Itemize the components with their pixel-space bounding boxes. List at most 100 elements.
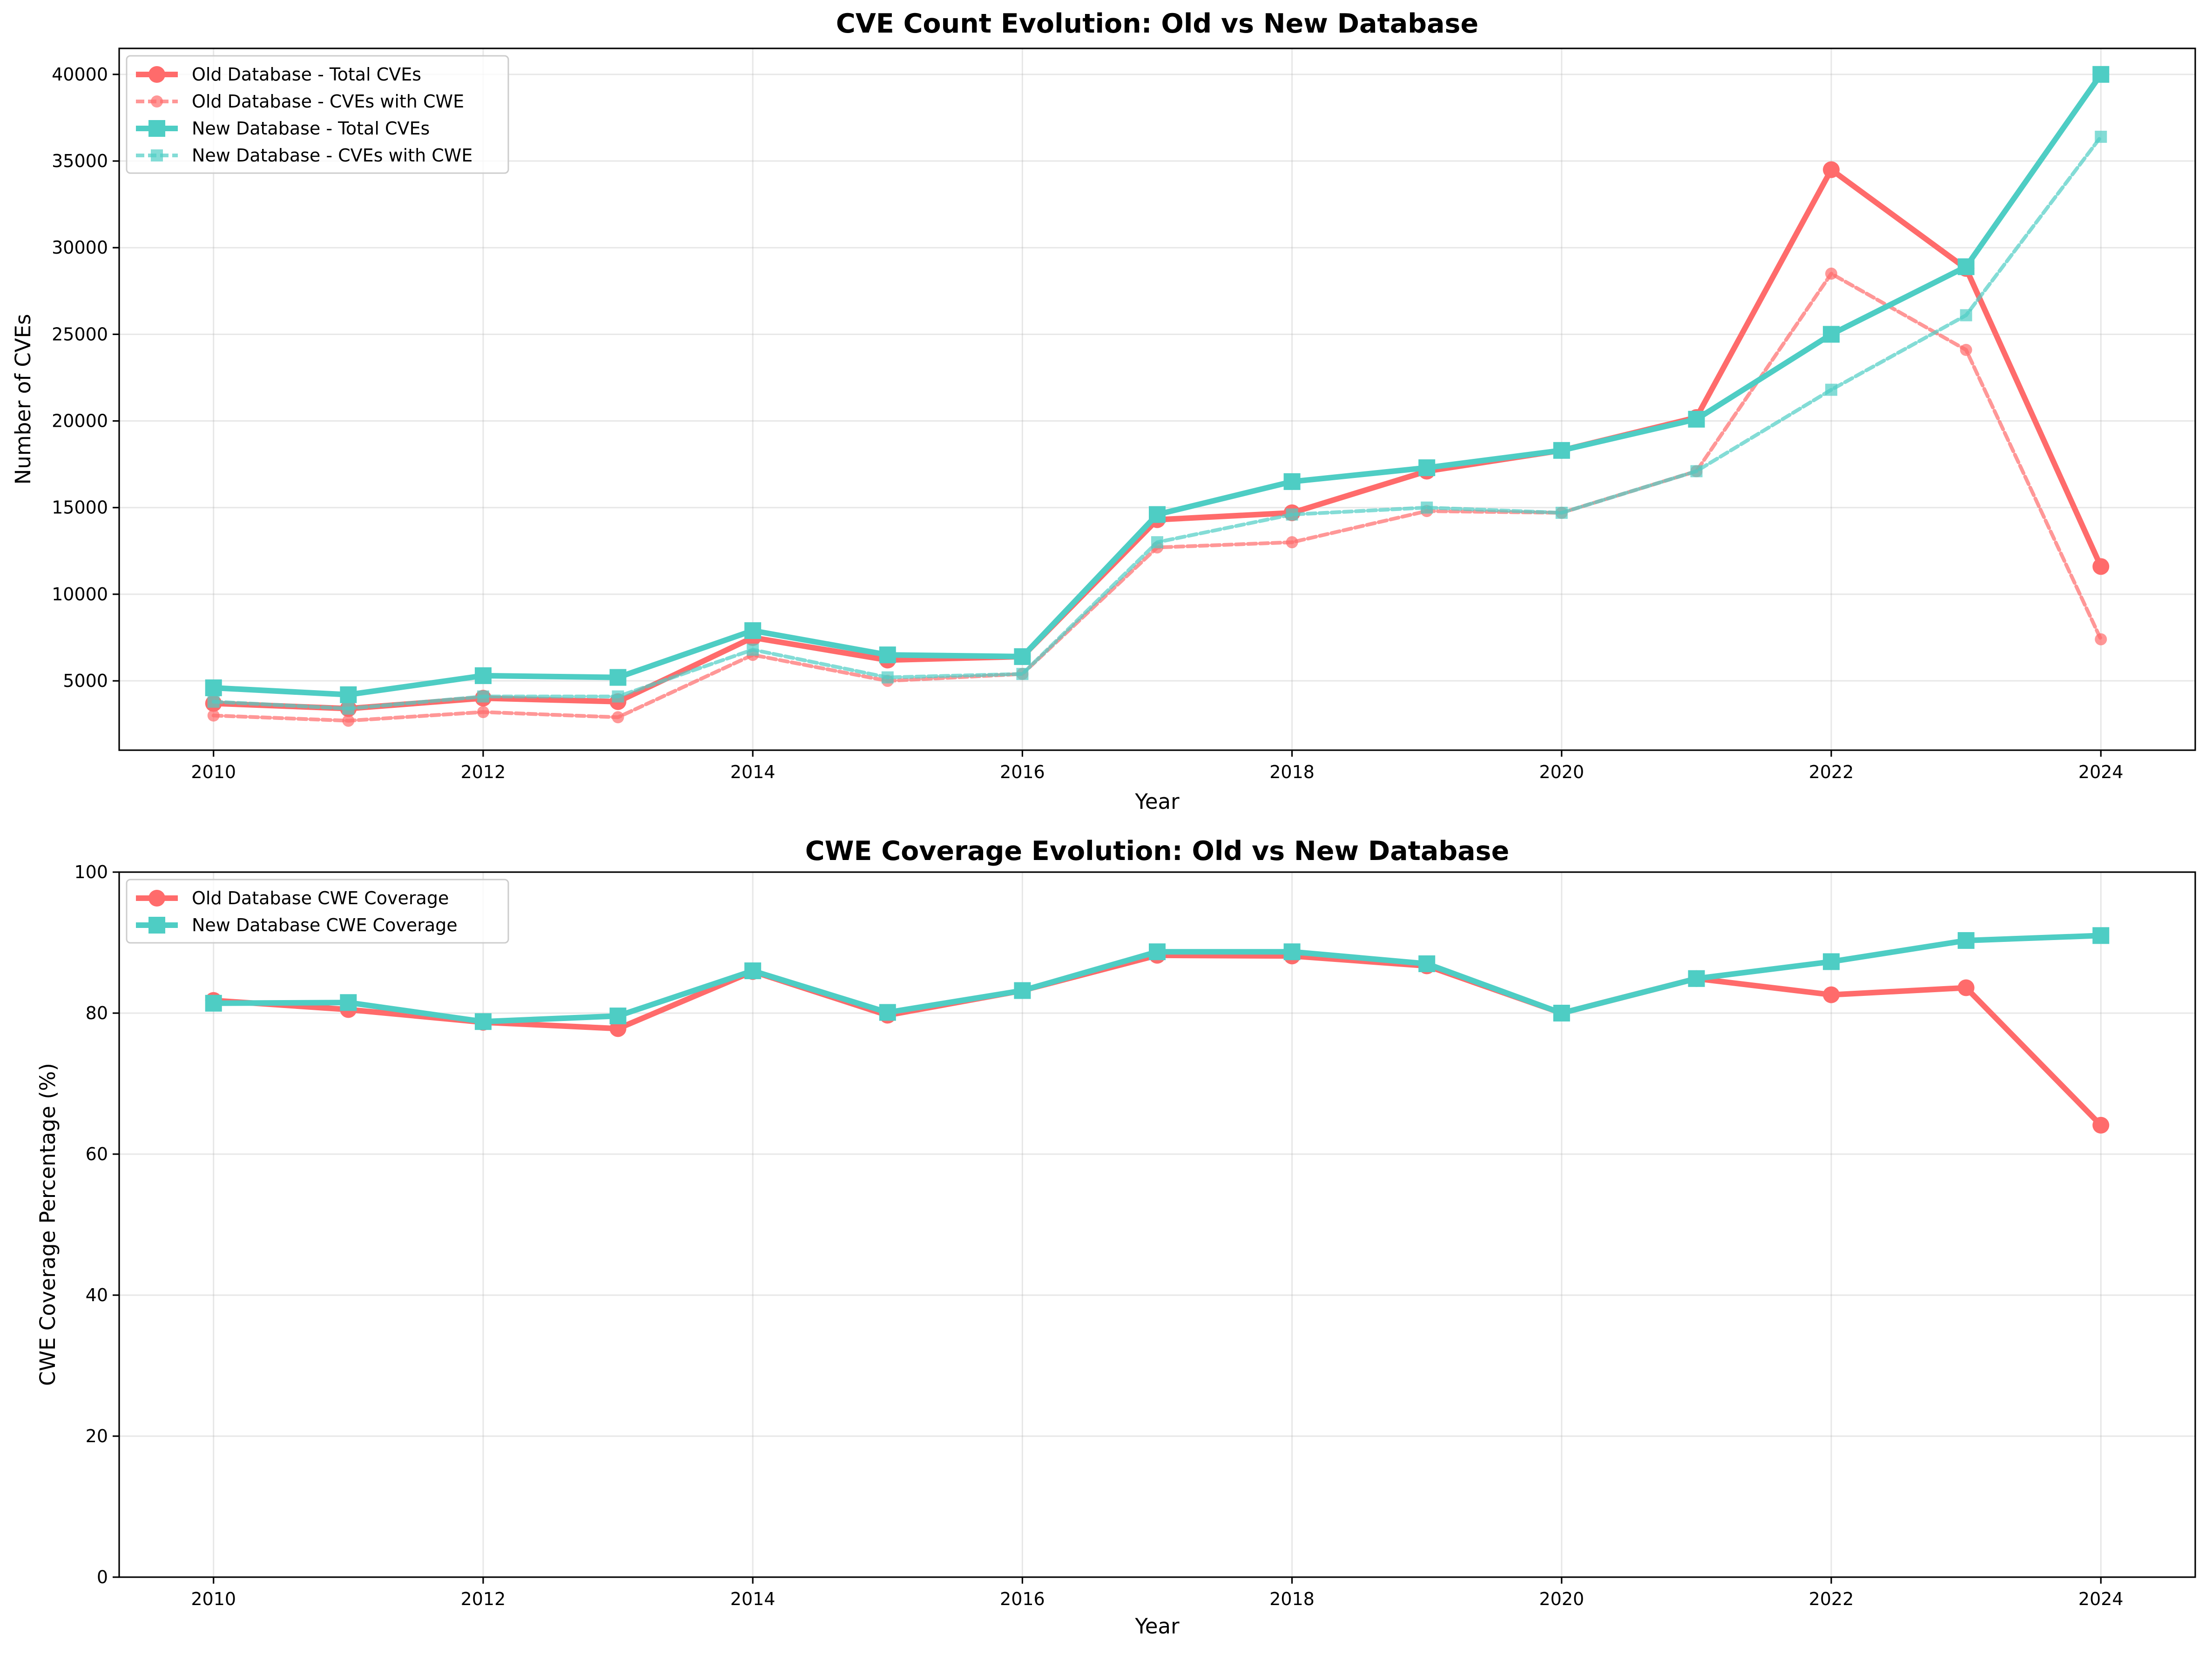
- y-tick-label: 40000: [52, 64, 108, 85]
- data-point: [1286, 508, 1298, 521]
- y-tick-label: 40: [86, 1285, 108, 1305]
- data-point: [1016, 668, 1029, 680]
- data-point: [1957, 932, 1975, 949]
- data-point: [744, 962, 762, 980]
- data-point: [747, 644, 759, 656]
- legend-entry-label: Old Database - CVEs with CWE: [192, 91, 464, 112]
- data-point: [1555, 506, 1568, 519]
- data-point: [1825, 268, 1838, 280]
- data-point: [205, 994, 222, 1012]
- x-tick-label: 2018: [1269, 762, 1315, 782]
- legend-swatch-marker: [148, 66, 165, 83]
- data-point: [474, 667, 492, 684]
- data-point: [205, 679, 222, 696]
- x-tick-label: 2018: [1269, 1589, 1315, 1609]
- data-point: [1151, 536, 1163, 549]
- x-tick-label: 2012: [461, 762, 506, 782]
- y-tick-label: 80: [86, 1003, 108, 1023]
- legend-box: [126, 879, 509, 944]
- legend: Old Database - Total CVEs Old Database - …: [126, 55, 509, 174]
- x-axis-ticks: 2010 2012 2014 2016 2018 2020 2022 2024: [191, 1577, 2124, 1609]
- data-point: [477, 706, 489, 719]
- data-point: [744, 622, 762, 639]
- data-point: [1823, 161, 1840, 178]
- y-axis-label: CWE Coverage Percentage (%): [35, 1063, 60, 1386]
- data-point: [609, 669, 627, 686]
- y-tick-label: 20: [86, 1426, 108, 1446]
- x-axis-label: Year: [1134, 1614, 1180, 1639]
- legend-entry-label: New Database CWE Coverage: [192, 915, 458, 935]
- y-tick-label: 25000: [52, 324, 108, 344]
- data-point: [1960, 309, 1972, 322]
- y-tick-label: 20000: [52, 411, 108, 431]
- x-tick-label: 2022: [1809, 762, 1854, 782]
- data-point: [612, 690, 624, 703]
- data-point: [2095, 130, 2107, 143]
- data-point: [1283, 473, 1301, 490]
- y-tick-label: 60: [86, 1144, 108, 1164]
- data-point: [1149, 943, 1166, 961]
- data-point: [879, 1004, 896, 1021]
- data-point: [1688, 970, 1705, 987]
- axes-frame: [118, 47, 2196, 751]
- data-point: [1286, 536, 1298, 549]
- data-point: [1553, 442, 1570, 459]
- x-tick-label: 2010: [191, 762, 236, 782]
- data-point: [340, 994, 357, 1011]
- data-point: [609, 1008, 627, 1025]
- x-tick-label: 2020: [1539, 762, 1584, 782]
- legend-swatch-marker: [148, 917, 165, 934]
- x-tick-label: 2024: [2078, 1589, 2124, 1609]
- x-tick-label: 2020: [1539, 1589, 1584, 1609]
- x-tick-label: 2016: [1000, 762, 1045, 782]
- data-point: [1149, 506, 1166, 523]
- legend-swatch-marker: [151, 149, 163, 161]
- data-point: [1283, 943, 1301, 961]
- data-point: [1957, 258, 1975, 276]
- data-point: [1825, 383, 1838, 396]
- data-point: [879, 646, 896, 664]
- legend-swatch-marker: [151, 95, 163, 108]
- x-tick-label: 2014: [730, 1589, 776, 1609]
- data-point: [1418, 955, 1436, 972]
- y-tick-label: 15000: [52, 497, 108, 518]
- data-point: [2095, 633, 2107, 645]
- x-axis-ticks: 2010 2012 2014 2016 2018 2020 2022 2024: [191, 750, 2124, 782]
- x-tick-label: 2024: [2078, 762, 2124, 782]
- data-point: [1823, 953, 1840, 970]
- data-point: [342, 714, 355, 727]
- x-tick-label: 2010: [191, 1589, 236, 1609]
- data-point: [340, 686, 357, 703]
- legend-swatch-marker: [148, 120, 165, 137]
- y-axis-ticks: 0 20 40 60 80 100: [74, 862, 119, 1587]
- data-point: [1418, 459, 1436, 477]
- cve-count-chart: CVE Count Evolution: Old vs New Database…: [11, 8, 2196, 814]
- y-tick-label: 30000: [52, 237, 108, 258]
- series-layer: [205, 66, 2110, 727]
- x-tick-label: 2014: [730, 762, 776, 782]
- legend-entry-label: New Database - CVEs with CWE: [192, 145, 472, 166]
- legend-swatch-marker: [148, 890, 165, 907]
- y-tick-label: 35000: [52, 151, 108, 171]
- legend-entry-label: Old Database - Total CVEs: [192, 64, 421, 85]
- data-point: [609, 1020, 627, 1037]
- data-point: [2092, 66, 2110, 83]
- y-axis-ticks: 5000 10000 15000 20000 25000 30000 35000 40000: [52, 64, 119, 691]
- data-point: [612, 711, 624, 724]
- data-point: [1421, 501, 1433, 514]
- data-point: [2092, 1116, 2110, 1134]
- series-layer: [205, 927, 2110, 1134]
- y-tick-label: 10000: [52, 584, 108, 605]
- chart-title: CVE Count Evolution: Old vs New Database: [836, 8, 1478, 39]
- data-point: [881, 671, 894, 684]
- data-point: [207, 709, 220, 722]
- y-axis-label: Number of CVEs: [11, 314, 35, 485]
- data-point: [1014, 648, 1031, 665]
- data-point: [1957, 979, 1975, 996]
- axes-frame: [118, 871, 2196, 1578]
- data-point: [1553, 1005, 1570, 1021]
- cwe-coverage-chart: CWE Coverage Evolution: Old vs New Datab…: [35, 836, 2196, 1639]
- data-point: [1960, 343, 1972, 356]
- data-point: [477, 690, 489, 703]
